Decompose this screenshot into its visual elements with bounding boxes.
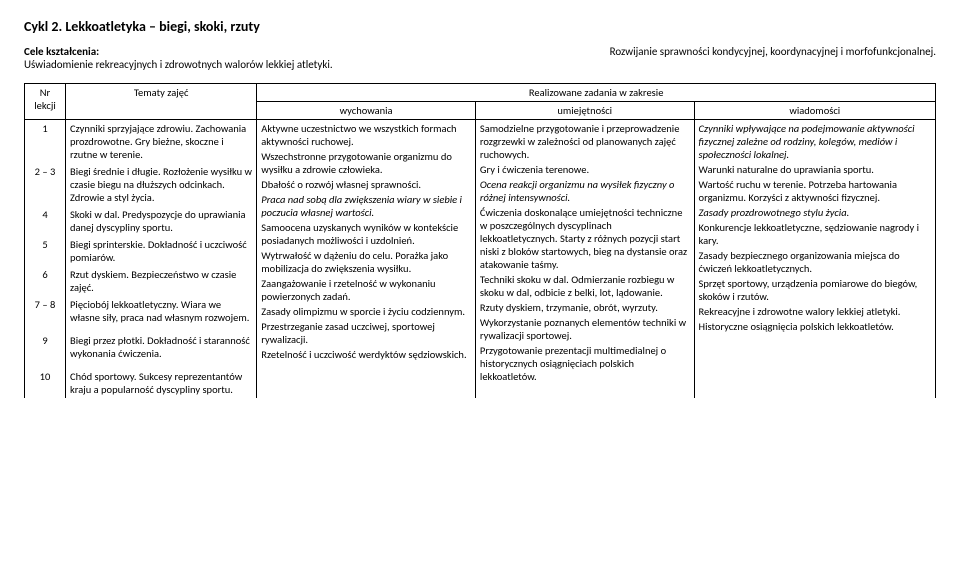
lesson-topic: Chód sportowy. Sukcesy reprezentantów kr…: [65, 368, 256, 398]
text-line: Ocena reakcji organizmu na wysiłek fizyc…: [480, 178, 690, 204]
th-wiadomosci: wiadomości: [694, 102, 935, 120]
text-line: Zasady olimpizmu w sporcie i życiu codzi…: [261, 305, 471, 318]
text-line: Sprzęt sportowy, urządzenia pomiarowe do…: [699, 277, 931, 303]
lesson-nr: 1: [25, 120, 66, 164]
th-zadania: Realizowane zadania w zakresie: [257, 84, 936, 102]
wiadomosci-cell: Czynniki wpływające na podejmowanie akty…: [694, 120, 935, 399]
lesson-topic: Biegi przez płotki. Dokładność i starann…: [65, 332, 256, 362]
th-tematy: Tematy zajęć: [65, 84, 256, 120]
lesson-nr: 4: [25, 206, 66, 236]
th-nr: Nr lekcji: [25, 84, 66, 120]
text-line: Gry i ćwiczenia terenowe.: [480, 163, 690, 176]
text-line: Zasady bezpiecznego organizowania miejsc…: [699, 249, 931, 275]
table-header-row-1: Nr lekcji Tematy zajęć Realizowane zadan…: [25, 84, 936, 102]
table-row: 1 Czynniki sprzyjające zdrowiu. Zachowan…: [25, 120, 936, 164]
th-umiejetnosci: umiejętności: [475, 102, 694, 120]
text-line: Wykorzystanie poznanych elementów techni…: [480, 316, 690, 342]
text-line: Rzetelność i uczciwość werdyktów sędziow…: [261, 348, 471, 361]
text-line: Ćwiczenia doskonalące umiejętności techn…: [480, 206, 690, 271]
header-row: Cele kształcenia: Uświadomienie rekreacy…: [24, 45, 936, 71]
text-line: Przestrzeganie zasad uczciwej, sportowej…: [261, 320, 471, 346]
text-line: Praca nad sobą dla zwiększenia wiary w s…: [261, 193, 471, 219]
text-line: Zasady prozdrowotnego stylu życia.: [699, 206, 931, 219]
cele-label: Cele kształcenia:: [24, 45, 333, 58]
lesson-topic: Biegi sprinterskie. Dokładność i uczciwo…: [65, 236, 256, 266]
curriculum-table: Nr lekcji Tematy zajęć Realizowane zadan…: [24, 83, 936, 398]
text-line: Wartość ruchu w terenie. Potrzeba hartow…: [699, 178, 931, 204]
text-line: Przygotowanie prezentacji multimedialnej…: [480, 344, 690, 383]
lesson-topic: Pięciobój lekkoatletyczny. Wiara we włas…: [65, 296, 256, 326]
text-line: Warunki naturalne do uprawiania sportu.: [699, 163, 931, 176]
text-line: Czynniki wpływające na podejmowanie akty…: [699, 122, 931, 161]
umiejetnosci-cell: Samodzielne przygotowanie i przeprowadze…: [475, 120, 694, 399]
text-line: Wszechstronne przygotowanie organizmu do…: [261, 150, 471, 176]
text-line: Rzuty dyskiem, trzymanie, obrót, wyrzuty…: [480, 301, 690, 314]
header-right: Rozwijanie sprawności kondycyjnej, koord…: [610, 45, 936, 71]
text-line: Wytrwałość w dążeniu do celu. Porażka ja…: [261, 249, 471, 275]
lesson-topic: Biegi średnie i długie. Rozłożenie wysił…: [65, 163, 256, 206]
lesson-nr: 2 – 3: [25, 163, 66, 206]
text-line: Aktywne uczestnictwo we wszystkich forma…: [261, 122, 471, 148]
lesson-topic: Rzut dyskiem. Bezpieczeństwo w czasie za…: [65, 266, 256, 296]
wychowania-cell: Aktywne uczestnictwo we wszystkich forma…: [257, 120, 476, 399]
text-line: Konkurencje lekkoatletyczne, sędziowanie…: [699, 221, 931, 247]
text-line: Zaangażowanie i rzetelność w wykonaniu p…: [261, 277, 471, 303]
cele-text: Uświadomienie rekreacyjnych i zdrowotnyc…: [24, 58, 333, 71]
text-line: Samodzielne przygotowanie i przeprowadze…: [480, 122, 690, 161]
text-line: Techniki skoku w dal. Odmierzanie rozbie…: [480, 273, 690, 299]
text-line: Rekreacyjne i zdrowotne walory lekkiej a…: [699, 305, 931, 318]
lesson-topic: Czynniki sprzyjające zdrowiu. Zachowania…: [65, 120, 256, 164]
lesson-nr: 5: [25, 236, 66, 266]
text-line: Samoocena uzyskanych wyników w kontekści…: [261, 221, 471, 247]
lesson-nr: 6: [25, 266, 66, 296]
text-line: Historyczne osiągnięcia polskich lekkoat…: [699, 320, 931, 333]
lesson-nr: 7 – 8: [25, 296, 66, 326]
lesson-nr: 10: [25, 368, 66, 398]
header-left: Cele kształcenia: Uświadomienie rekreacy…: [24, 45, 333, 71]
lesson-nr: 9: [25, 332, 66, 362]
lesson-topic: Skoki w dal. Predyspozycje do uprawiania…: [65, 206, 256, 236]
page-title: Cykl 2. Lekkoatletyka – biegi, skoki, rz…: [24, 18, 936, 35]
text-line: Dbałość o rozwój własnej sprawności.: [261, 178, 471, 191]
th-wychowania: wychowania: [257, 102, 476, 120]
